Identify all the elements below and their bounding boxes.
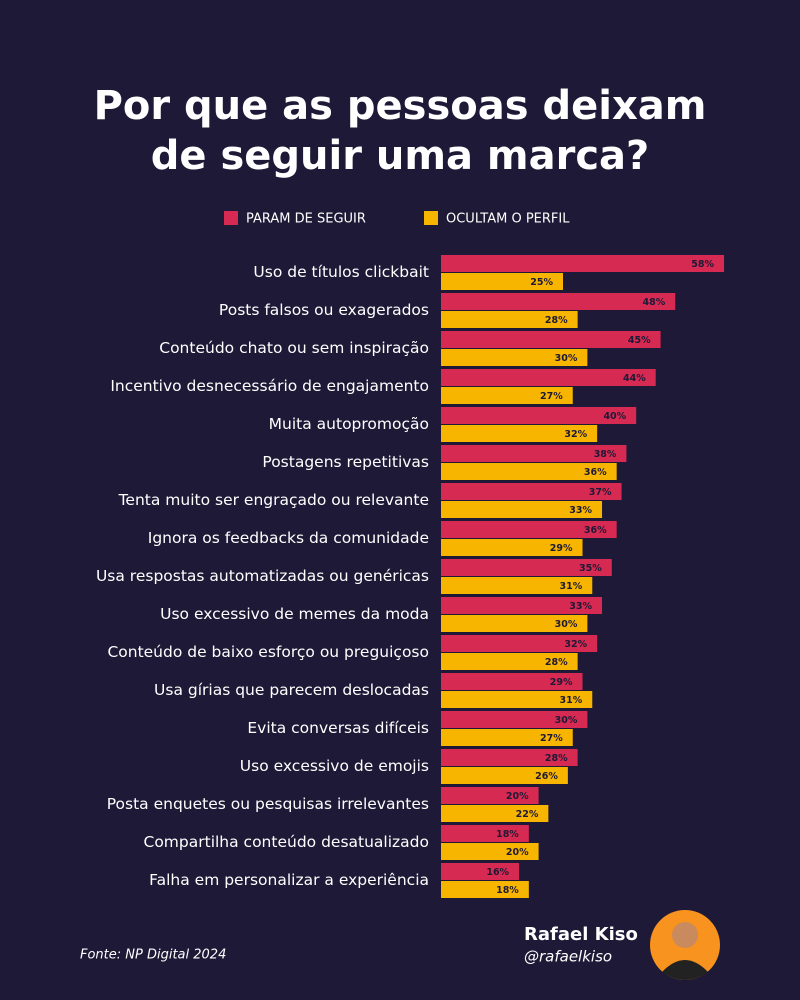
title-line: Por que as pessoas deixam (94, 83, 707, 129)
value-label: 30% (555, 715, 578, 726)
legend-label: OCULTAM O PERFIL (446, 212, 570, 227)
category-label: Conteúdo chato ou sem inspiração (159, 339, 429, 357)
bar (441, 881, 529, 898)
value-label: 36% (584, 525, 607, 536)
value-label: 31% (560, 581, 583, 592)
bar (441, 805, 549, 822)
value-label: 30% (555, 353, 578, 364)
bar (441, 483, 622, 500)
handle: @rafaelkiso (524, 948, 612, 966)
bar (441, 293, 676, 310)
category-label: Uso excessivo de emojis (240, 757, 429, 775)
bar (441, 767, 568, 784)
value-label: 20% (506, 847, 529, 858)
category-label: Ignora os feedbacks da comunidade (148, 529, 429, 547)
category-label: Posta enquetes ou pesquisas irrelevantes (107, 795, 429, 813)
bar (441, 501, 603, 518)
value-label: 20% (506, 791, 529, 802)
author: Rafael Kiso (524, 924, 638, 945)
bar (441, 597, 603, 614)
bar (441, 577, 593, 594)
bar (441, 711, 588, 728)
bar (441, 539, 583, 556)
value-label: 33% (569, 601, 592, 612)
value-label: 48% (642, 297, 665, 308)
value-label: 37% (589, 487, 612, 498)
value-label: 18% (496, 885, 519, 896)
category-label: Usa respostas automatizadas ou genéricas (96, 567, 429, 585)
bar (441, 729, 573, 746)
value-label: 36% (584, 467, 607, 478)
value-label: 32% (564, 429, 587, 440)
bar (441, 787, 539, 804)
bar (441, 255, 725, 272)
value-label: 40% (603, 411, 626, 422)
legend-swatch (224, 211, 238, 225)
value-label: 16% (486, 867, 509, 878)
bar (441, 463, 617, 480)
value-label: 18% (496, 829, 519, 840)
value-label: 27% (540, 391, 563, 402)
bar (441, 635, 598, 652)
bar (441, 521, 617, 538)
value-label: 28% (545, 315, 568, 326)
category-label: Compartilha conteúdo desatualizado (144, 833, 430, 851)
bar (441, 369, 656, 386)
bar (441, 407, 637, 424)
bar (441, 349, 588, 366)
bar (441, 843, 539, 860)
category-label: Muita autopromoção (269, 415, 429, 433)
value-label: 38% (594, 449, 617, 460)
value-label: 58% (691, 259, 714, 270)
value-label: 45% (628, 335, 651, 346)
value-label: 44% (623, 373, 646, 384)
value-label: 25% (530, 277, 553, 288)
title-line: de seguir uma marca? (151, 133, 649, 179)
bar (441, 559, 612, 576)
value-label: 26% (535, 771, 558, 782)
value-label: 28% (545, 657, 568, 668)
category-label: Evita conversas difíceis (247, 719, 429, 737)
source: Fonte: NP Digital 2024 (80, 948, 226, 963)
bar (441, 273, 563, 290)
bar (441, 311, 578, 328)
category-label: Uso de títulos clickbait (253, 263, 429, 281)
value-label: 27% (540, 733, 563, 744)
category-label: Uso excessivo de memes da moda (160, 605, 429, 623)
category-label: Conteúdo de baixo esforço ou preguiçoso (107, 643, 429, 661)
value-label: 28% (545, 753, 568, 764)
value-label: 30% (555, 619, 578, 630)
bar (441, 387, 573, 404)
category-label: Postagens repetitivas (262, 453, 429, 471)
bar (441, 691, 593, 708)
category-label: Usa gírias que parecem deslocadas (154, 681, 429, 699)
value-label: 33% (569, 505, 592, 516)
bar (441, 331, 661, 348)
bar (441, 673, 583, 690)
value-label: 31% (560, 695, 583, 706)
bar (441, 863, 520, 880)
legend-label: PARAM DE SEGUIR (246, 212, 366, 227)
category-label: Falha em personalizar a experiência (149, 871, 429, 889)
value-label: 29% (550, 677, 573, 688)
category-label: Tenta muito ser engraçado ou relevante (118, 491, 429, 509)
value-label: 29% (550, 543, 573, 554)
legend-swatch (424, 211, 438, 225)
category-label: Incentivo desnecessário de engajamento (110, 377, 429, 395)
value-label: 32% (564, 639, 587, 650)
bar (441, 425, 598, 442)
category-label: Posts falsos ou exagerados (219, 301, 429, 319)
bar (441, 445, 627, 462)
value-label: 35% (579, 563, 602, 574)
bar (441, 749, 578, 766)
bar (441, 825, 529, 842)
bar (441, 615, 588, 632)
avatar (650, 910, 720, 980)
bar (441, 653, 578, 670)
value-label: 22% (516, 809, 539, 820)
